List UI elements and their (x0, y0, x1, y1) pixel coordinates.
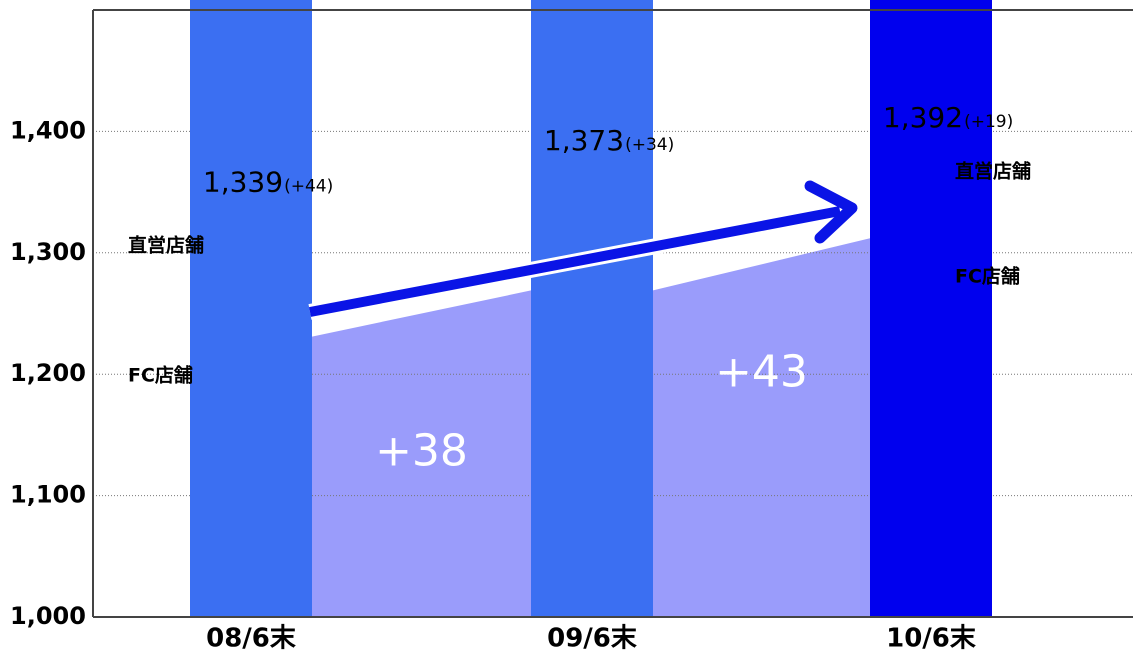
trend-arrow-head (804, 180, 858, 244)
bar (190, 0, 312, 617)
y-tick-label: 1,100 (10, 481, 86, 509)
y-tick-label: 1,300 (10, 238, 86, 266)
growth-area (653, 238, 870, 617)
growth-area (312, 290, 531, 617)
x-tick-label: 09/6末 (547, 624, 638, 654)
y-tick-label: 1,000 (10, 602, 86, 630)
series-label: 直営店舗 (955, 160, 1031, 183)
y-tick-label: 1,200 (10, 359, 86, 387)
total-change-label: (+44) (284, 176, 333, 196)
total-change-label: (+34) (625, 135, 674, 155)
change-label: +38 (375, 426, 468, 477)
series-label: FC店舗 (955, 265, 1020, 288)
total-label: 1,373 (544, 124, 624, 157)
total-label: 1,339 (203, 165, 283, 198)
series-label: 直営店舗 (128, 234, 204, 257)
bar (531, 0, 653, 618)
total-label: 1,392 (883, 101, 963, 134)
bar (870, 0, 992, 617)
x-tick-label: 08/6末 (206, 624, 297, 654)
total-change-label: (+19) (964, 112, 1013, 132)
series-label: FC店舗 (128, 364, 193, 387)
y-tick-label: 1,400 (10, 116, 86, 144)
change-label: +43 (715, 346, 808, 397)
x-tick-label: 10/6末 (886, 624, 977, 654)
trend-arrow (309, 206, 841, 317)
